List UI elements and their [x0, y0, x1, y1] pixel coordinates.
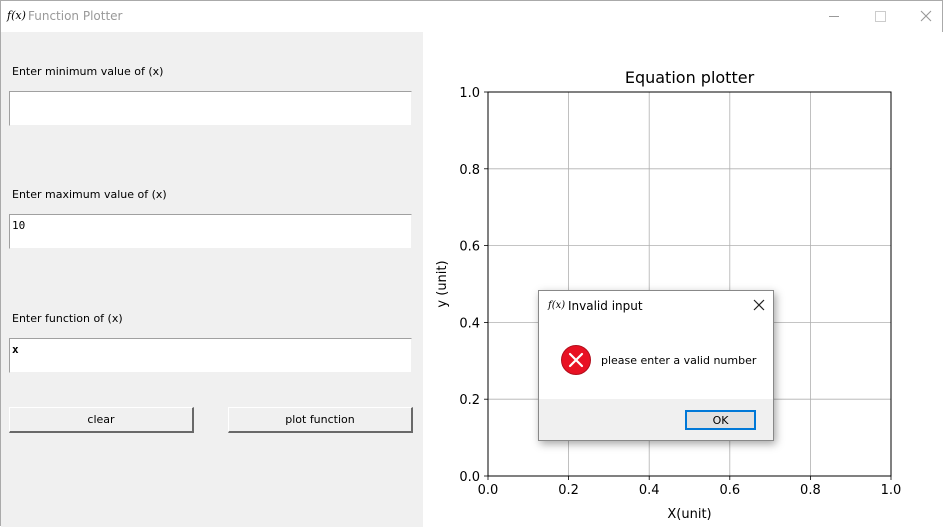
- title-bar[interactable]: f(x) Function Plotter: [1, 1, 942, 31]
- x-tick-label-5: 1.0: [881, 483, 902, 498]
- clear-button[interactable]: clear: [9, 407, 194, 433]
- close-button[interactable]: [903, 1, 943, 31]
- x-tick-label-2: 0.4: [639, 483, 660, 498]
- invalid-input-dialog: f(x) Invalid input please enter a valid …: [538, 290, 774, 441]
- dialog-app-icon: f(x): [548, 300, 566, 311]
- max-x-input[interactable]: 10: [9, 214, 412, 249]
- error-x-glyph: [568, 352, 584, 368]
- y-tick-label-4: 0.8: [459, 163, 480, 178]
- y-tick-label-2: 0.4: [459, 316, 480, 331]
- x-tick-label-1: 0.2: [558, 483, 579, 498]
- app-icon: f(x): [7, 9, 26, 22]
- close-icon: [920, 10, 932, 22]
- y-axis-label: y (unit): [435, 260, 450, 307]
- maximize-button[interactable]: [857, 1, 903, 31]
- dialog-title: Invalid input: [568, 299, 643, 313]
- y-tick-label-5: 1.0: [459, 86, 480, 101]
- function-input[interactable]: x: [9, 338, 412, 373]
- plot-area: 0.0 0.2 0.4 0.6 0.8 1.0 0.0 0.2 0.4 0.6 0.8 1.0 Equa…: [423, 32, 943, 527]
- dialog-close-button[interactable]: [747, 295, 771, 315]
- min-x-input[interactable]: [9, 91, 412, 126]
- dialog-message: please enter a valid number: [601, 354, 757, 367]
- x-tick-label-4: 0.8: [800, 483, 821, 498]
- minimize-icon: [829, 15, 839, 17]
- error-icon: [561, 345, 591, 375]
- y-tick-label-3: 0.6: [459, 240, 480, 255]
- input-panel: Enter minimum value of (x) Enter maximum…: [1, 32, 423, 527]
- equation-plot: 0.0 0.2 0.4 0.6 0.8 1.0 0.0 0.2 0.4 0.6 0.8 1.0 Equa…: [435, 68, 902, 522]
- y-tick-label-1: 0.2: [459, 393, 480, 408]
- plot-function-button[interactable]: plot function: [228, 407, 413, 433]
- chart-title: Equation plotter: [625, 68, 755, 87]
- x-tick-label-3: 0.6: [719, 483, 740, 498]
- x-tick-label-0: 0.0: [478, 483, 499, 498]
- window-title: Function Plotter: [28, 9, 123, 23]
- function-label: Enter function of (x): [12, 312, 123, 325]
- axes-frame: [487, 91, 892, 477]
- close-icon: [753, 299, 765, 311]
- max-x-label: Enter maximum value of (x): [12, 188, 167, 201]
- minimize-button[interactable]: [811, 1, 857, 31]
- ok-button[interactable]: OK: [685, 410, 756, 430]
- min-x-label: Enter minimum value of (x): [12, 65, 164, 78]
- x-axis-label: X(unit): [667, 507, 711, 522]
- maximize-icon: [874, 10, 886, 22]
- y-tick-label-0: 0.0: [459, 470, 480, 485]
- dialog-footer: OK: [539, 399, 773, 440]
